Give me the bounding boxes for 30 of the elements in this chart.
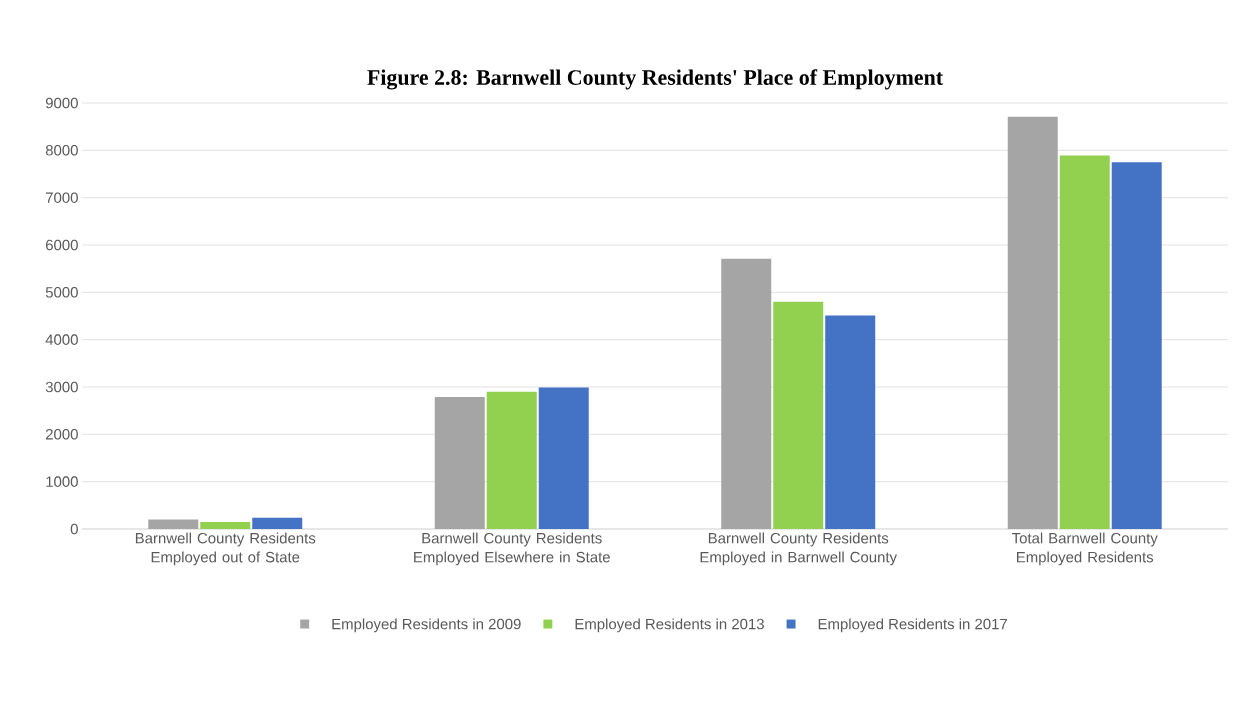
bar — [486, 391, 537, 529]
y-tick-label: 8000 — [45, 145, 78, 156]
y-tick-label: 9000 — [45, 97, 78, 109]
y-tick-label: 6000 — [46, 239, 78, 251]
y-tick-label: 2000 — [45, 429, 78, 440]
bar — [1007, 116, 1058, 529]
bar — [148, 519, 199, 529]
x-tick-label: Total Barnwell County Employed Residents — [1011, 532, 1158, 566]
bar — [538, 387, 589, 529]
legend-label: Employed Residents in 2017 — [818, 618, 1007, 633]
bar — [773, 301, 824, 529]
x-tick-label: Barnwell County Residents Employed out of State — [135, 532, 316, 566]
bar — [721, 258, 772, 529]
bar — [252, 517, 303, 529]
legend-label: Employed Residents in 2013 — [575, 618, 764, 633]
chart-title: Figure 2.8: Barnwell County Residents' Place of Employment — [367, 69, 943, 90]
bar — [1111, 162, 1162, 529]
legend-label: Employed Residents in 2009 — [332, 618, 521, 633]
y-tick-label: 0 — [70, 523, 78, 535]
y-tick-label: 3000 — [45, 381, 78, 393]
bar — [1059, 155, 1110, 529]
y-tick-label: 7000 — [46, 192, 78, 203]
y-tick-label: 1000 — [46, 476, 78, 487]
bar — [434, 396, 485, 529]
x-tick-label: Barnwell County Residents Employed Elsewhere in State — [414, 532, 610, 566]
bar — [825, 315, 876, 529]
x-tick-label: Barnwell County Residents Employed in Barnwell County — [700, 532, 897, 566]
bar — [200, 521, 251, 529]
y-tick-label: 4000 — [45, 334, 78, 345]
y-tick-label: 5000 — [45, 287, 78, 298]
